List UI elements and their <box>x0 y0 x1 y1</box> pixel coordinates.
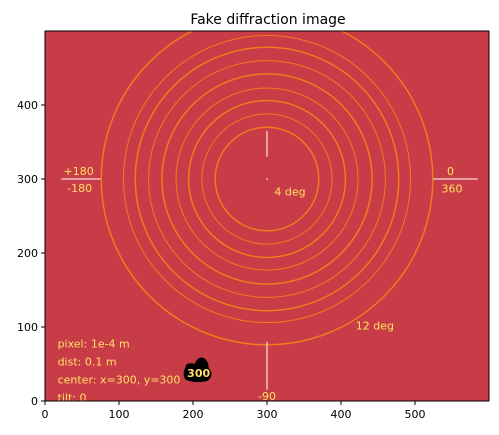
x-tick-label: 200 <box>183 408 204 421</box>
diffraction-ring-6 <box>148 60 386 298</box>
info-line-2: dist: 0.1 m <box>58 355 117 368</box>
y-tick-label: 400 <box>17 99 38 112</box>
ring-label: 0 <box>447 165 454 178</box>
info-line-3: center: x=300, y=300 <box>58 373 181 386</box>
diffraction-ring-4 <box>175 87 359 271</box>
y-tick-label: 0 <box>31 395 38 408</box>
info-line-1: pixel: 1e-4 m <box>58 337 130 350</box>
ring-label: 360 <box>442 183 463 196</box>
ring-label: +180 <box>64 165 94 178</box>
y-tick-label: 200 <box>17 247 38 260</box>
plot-area: +180 -180 0 360 4 deg 12 deg -90 pixel: 1e-4 m d… <box>44 30 490 404</box>
diffraction-ring-1 <box>214 126 320 232</box>
ring-label: -90 <box>258 390 276 403</box>
diffraction-ring-7 <box>134 46 400 312</box>
chart-title: Fake diffraction image <box>190 12 345 28</box>
image-background <box>45 31 489 401</box>
x-tick-label: 400 <box>331 408 352 421</box>
ring-group <box>100 31 434 346</box>
x-tick-label: 0 <box>42 408 49 421</box>
ring-label: 12 deg <box>356 320 394 333</box>
center-marker-blob <box>183 357 212 383</box>
x-tick-label: 300 <box>257 408 278 421</box>
ring-label: 4 deg <box>274 186 305 199</box>
diffraction-ring-2 <box>201 113 333 245</box>
ring-label: -180 <box>67 182 92 195</box>
x-tick-label: 500 <box>405 408 426 421</box>
diffraction-ring-3 <box>187 99 347 259</box>
y-axis: 0 100 200 300 400 <box>17 99 45 408</box>
x-tick-label: 100 <box>109 408 130 421</box>
info-line-4: tilt: 0 <box>58 391 87 404</box>
center-dot <box>266 178 268 180</box>
x-axis: 0 100 200 300 400 500 <box>42 401 426 421</box>
y-tick-label: 300 <box>17 173 38 186</box>
y-tick-label: 100 <box>17 321 38 334</box>
diffraction-ring-5 <box>161 73 373 285</box>
diffraction-ring-8 <box>122 34 412 324</box>
center-marker-label: 300 <box>187 367 210 380</box>
